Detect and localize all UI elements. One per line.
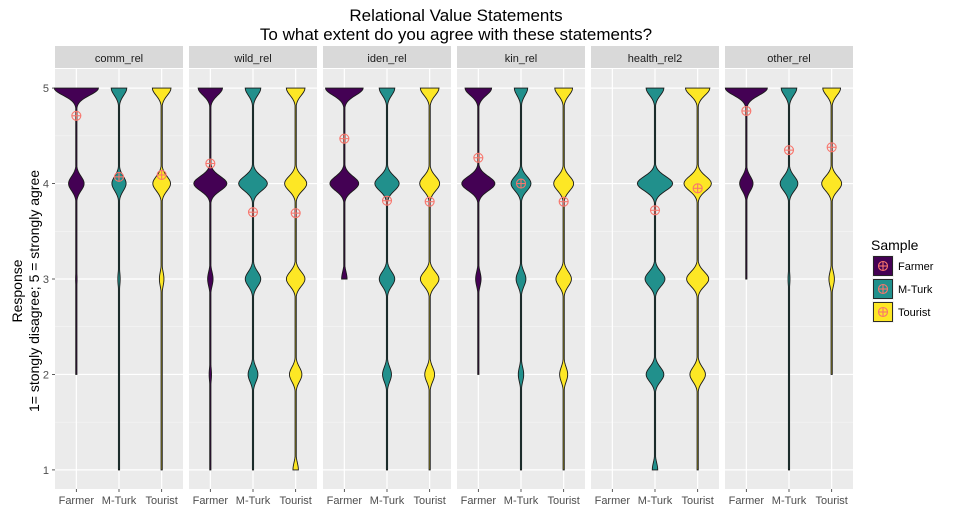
y-axis-title: Response 1= stongly disagree; 5 = strong… [9, 170, 42, 412]
x-tick-label: Farmer [59, 495, 95, 507]
violin-other-rel-tourist [821, 87, 843, 375]
mean-marker [424, 196, 435, 207]
mean-marker [741, 105, 752, 117]
chart-title: Relational Value Statements [349, 6, 562, 25]
legend: Sample Farmer M-Turk Tourist [871, 237, 934, 323]
violin-wild-rel-m-turk [238, 87, 268, 471]
legend-item-tourist: Tourist [872, 301, 930, 323]
violin-other-rel-m-turk [779, 87, 799, 471]
y-axis: 1 2 3 4 5 [43, 83, 55, 477]
x-tick-label: Farmer [193, 495, 229, 507]
x-tick-label: Tourist [547, 495, 579, 507]
violin-kin-rel-tourist [553, 87, 575, 471]
x-tick-label: M-Turk [638, 495, 673, 507]
facet-strip-label: kin_rel [505, 53, 537, 65]
x-tick-label: M-Turk [504, 495, 539, 507]
mean-marker [473, 152, 484, 163]
legend-label: M-Turk [898, 284, 933, 296]
facet-strip-label: comm_rel [95, 53, 143, 65]
facet-panel-comm-rel: comm_rel Farmer M-Turk Tourist [53, 46, 183, 507]
legend-title: Sample [871, 237, 919, 253]
mean-marker [290, 208, 301, 219]
chart-subtitle: To what extent do you agree with these s… [260, 25, 652, 44]
y-tick-label: 2 [43, 369, 49, 381]
y-tick-label: 3 [43, 274, 49, 286]
facet-strip [323, 46, 451, 68]
x-tick-label: M-Turk [236, 495, 271, 507]
violin-iden-rel-farmer [325, 87, 364, 280]
legend-item-m-turk: M-Turk [872, 278, 933, 300]
violin-comm-rel-m-turk [110, 87, 128, 471]
mean-marker [649, 205, 661, 216]
x-tick-label: Tourist [413, 495, 445, 507]
facet-strip [591, 46, 719, 68]
facet-panel-health-rel2: health_rel2 Farmer M-Turk Tourist [591, 46, 719, 507]
facet-panel-kin-rel: kin_rel Farmer M-Turk Tourist [457, 46, 585, 507]
legend-label: Tourist [898, 307, 930, 319]
mean-marker [381, 195, 393, 206]
facet-strip-label: iden_rel [367, 53, 406, 65]
x-tick-label: Tourist [681, 495, 713, 507]
facet-panels: comm_rel Farmer M-Turk Tourist wild_rel Farme… [53, 46, 853, 507]
y-tick-label: 4 [43, 179, 49, 191]
violin-wild-rel-tourist [284, 87, 308, 471]
facet-strip [189, 46, 317, 68]
mean-marker [339, 133, 350, 144]
x-tick-label: M-Turk [102, 495, 137, 507]
facet-strip [55, 46, 183, 68]
x-tick-label: M-Turk [370, 495, 405, 507]
y-axis-title-line2: 1= stongly disagree; 5 = strongly agree [26, 170, 42, 412]
legend-item-farmer: Farmer [872, 255, 934, 277]
violin-comm-rel-tourist [151, 87, 172, 471]
mean-marker [247, 207, 259, 218]
mean-marker [71, 110, 82, 121]
mean-marker [692, 183, 703, 194]
mean-marker [156, 169, 167, 181]
violin-wild-rel-farmer [193, 87, 228, 471]
violin-health-rel2-m-turk [636, 87, 674, 471]
violin-iden-rel-m-turk [374, 87, 400, 471]
y-tick-label: 1 [43, 465, 49, 477]
facet-strip-label: other_rel [767, 53, 810, 65]
facet-strip [725, 46, 853, 68]
mean-marker [826, 142, 837, 153]
x-tick-label: Farmer [327, 495, 363, 507]
facet-strip [457, 46, 585, 68]
mean-marker [783, 145, 795, 156]
facet-strip-label: wild_rel [233, 53, 271, 65]
facet-panel-other-rel: other_rel Farmer M-Turk Tourist [724, 46, 853, 507]
x-tick-label: Farmer [729, 495, 765, 507]
violin-iden-rel-tourist [419, 87, 441, 471]
violin-other-rel-farmer [724, 87, 768, 280]
facet-panel-iden-rel: iden_rel Farmer M-Turk Tourist [323, 46, 451, 507]
facet-panel-wild-rel: wild_rel Farmer M-Turk Tourist [189, 46, 317, 507]
x-tick-label: Tourist [815, 495, 847, 507]
x-tick-label: Tourist [145, 495, 177, 507]
violin-health-rel2-tourist [683, 87, 712, 471]
x-tick-label: Farmer [595, 495, 631, 507]
violin-kin-rel-farmer [461, 87, 496, 375]
facet-strip-label: health_rel2 [628, 53, 682, 65]
mean-marker [515, 178, 527, 189]
mean-marker [113, 171, 125, 182]
mean-marker [558, 196, 569, 207]
legend-label: Farmer [898, 261, 934, 273]
mean-marker [205, 158, 216, 169]
x-tick-label: Tourist [279, 495, 311, 507]
y-tick-label: 5 [43, 83, 49, 95]
y-axis-title-line1: Response [9, 259, 25, 322]
x-tick-label: M-Turk [772, 495, 807, 507]
x-tick-label: Farmer [461, 495, 497, 507]
